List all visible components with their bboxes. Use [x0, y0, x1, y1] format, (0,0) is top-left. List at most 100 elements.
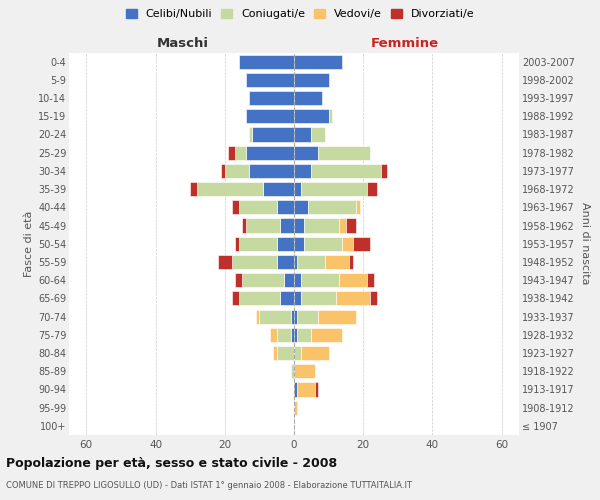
Bar	[239, 236, 277, 251]
Bar	[235, 146, 245, 160]
Bar	[273, 346, 277, 360]
Bar	[239, 292, 280, 306]
Bar	[294, 128, 311, 141]
Bar	[249, 128, 253, 141]
Bar	[329, 109, 332, 124]
Bar	[253, 128, 294, 141]
Bar	[263, 182, 294, 196]
Bar	[294, 146, 318, 160]
Bar	[280, 218, 294, 232]
Bar	[304, 218, 339, 232]
Bar	[290, 328, 294, 342]
Bar	[277, 255, 294, 269]
Bar	[225, 164, 249, 178]
Bar	[245, 146, 294, 160]
Bar	[318, 146, 370, 160]
Bar	[239, 54, 294, 68]
Bar	[335, 292, 370, 306]
Bar	[242, 218, 245, 232]
Bar	[294, 346, 301, 360]
Bar	[294, 255, 298, 269]
Bar	[294, 292, 301, 306]
Bar	[294, 400, 298, 415]
Bar	[242, 273, 284, 287]
Bar	[311, 128, 325, 141]
Bar	[370, 292, 377, 306]
Bar	[249, 164, 294, 178]
Bar	[298, 255, 325, 269]
Bar	[304, 236, 343, 251]
Bar	[353, 236, 370, 251]
Bar	[277, 328, 290, 342]
Bar	[325, 255, 349, 269]
Bar	[256, 310, 259, 324]
Bar	[232, 292, 239, 306]
Bar	[311, 328, 343, 342]
Bar	[235, 236, 239, 251]
Bar	[318, 310, 356, 324]
Bar	[284, 273, 294, 287]
Bar	[197, 182, 263, 196]
Bar	[311, 164, 380, 178]
Y-axis label: Fasce di età: Fasce di età	[23, 210, 34, 277]
Bar	[315, 382, 318, 396]
Text: Maschi: Maschi	[157, 37, 209, 50]
Bar	[298, 310, 318, 324]
Bar	[343, 236, 353, 251]
Bar	[245, 72, 294, 87]
Bar	[294, 364, 315, 378]
Bar	[298, 328, 311, 342]
Text: Popolazione per età, sesso e stato civile - 2008: Popolazione per età, sesso e stato civil…	[6, 458, 337, 470]
Bar	[277, 346, 294, 360]
Bar	[294, 91, 322, 105]
Bar	[308, 200, 356, 214]
Bar	[301, 182, 367, 196]
Bar	[239, 200, 277, 214]
Bar	[294, 328, 298, 342]
Bar	[249, 91, 294, 105]
Bar	[277, 236, 294, 251]
Bar	[294, 72, 329, 87]
Text: Femmine: Femmine	[371, 37, 439, 50]
Bar	[294, 109, 329, 124]
Bar	[232, 255, 277, 269]
Bar	[349, 255, 353, 269]
Bar	[245, 109, 294, 124]
Bar	[301, 273, 339, 287]
Bar	[245, 218, 280, 232]
Bar	[294, 273, 301, 287]
Y-axis label: Anni di nascita: Anni di nascita	[580, 202, 590, 285]
Bar	[277, 200, 294, 214]
Text: COMUNE DI TREPPO LIGOSULLO (UD) - Dati ISTAT 1° gennaio 2008 - Elaborazione TUTT: COMUNE DI TREPPO LIGOSULLO (UD) - Dati I…	[6, 481, 412, 490]
Bar	[294, 382, 298, 396]
Bar	[356, 200, 360, 214]
Bar	[259, 310, 290, 324]
Bar	[367, 182, 377, 196]
Bar	[294, 164, 311, 178]
Bar	[301, 292, 335, 306]
Legend: Celibi/Nubili, Coniugati/e, Vedovi/e, Divorziati/e: Celibi/Nubili, Coniugati/e, Vedovi/e, Di…	[122, 6, 478, 22]
Bar	[294, 310, 298, 324]
Bar	[280, 292, 294, 306]
Bar	[301, 346, 329, 360]
Bar	[232, 200, 239, 214]
Bar	[221, 164, 225, 178]
Bar	[228, 146, 235, 160]
Bar	[290, 364, 294, 378]
Bar	[270, 328, 277, 342]
Bar	[339, 273, 367, 287]
Bar	[218, 255, 232, 269]
Bar	[294, 236, 304, 251]
Bar	[380, 164, 388, 178]
Bar	[190, 182, 197, 196]
Bar	[294, 218, 304, 232]
Bar	[290, 310, 294, 324]
Bar	[367, 273, 374, 287]
Bar	[294, 54, 343, 68]
Bar	[339, 218, 346, 232]
Bar	[298, 382, 315, 396]
Bar	[346, 218, 356, 232]
Bar	[294, 200, 308, 214]
Bar	[294, 182, 301, 196]
Bar	[235, 273, 242, 287]
